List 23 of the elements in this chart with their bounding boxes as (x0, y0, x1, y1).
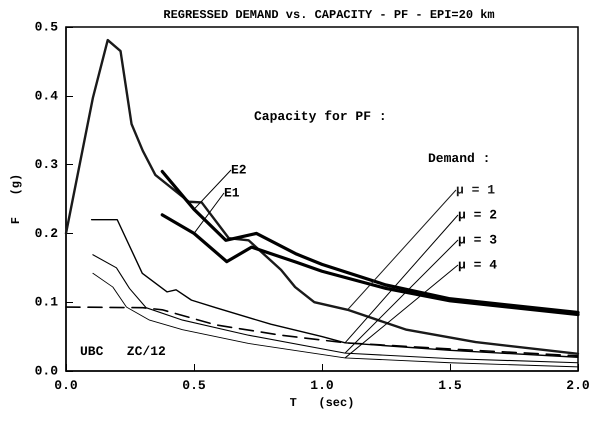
y-tick-label: 0.2 (34, 226, 58, 241)
y-tick-label: 0.0 (34, 364, 58, 378)
text: μ = 3 (458, 232, 498, 248)
text: E2 (231, 162, 247, 178)
text: μ = 4 (458, 258, 498, 272)
text: E1 (224, 186, 240, 200)
y-tick-label: 0.5 (34, 20, 58, 34)
text: μ = 1 (456, 182, 496, 198)
annotation: Capacity for PF : (254, 109, 387, 124)
chart-title: REGRESSED DEMAND vs. CAPACITY - PF - EPI=20 km (163, 8, 495, 22)
x-tick-label: 0.5 (182, 378, 206, 393)
y-tick-label: 0.4 (34, 88, 58, 104)
y-tick-label: 0.3 (34, 157, 58, 172)
y-tick-label: 0.1 (34, 294, 58, 310)
annotation: Demand : (428, 151, 490, 166)
annotation: UBC ZC/12 (80, 344, 166, 359)
x-tick-label: 0.0 (54, 378, 78, 393)
x-tick-label: 1.5 (438, 378, 462, 393)
x-tick-label: 1.0 (310, 378, 334, 393)
x-axis-title: T (sec) (290, 396, 354, 410)
x-tick-label: 2.0 (566, 378, 590, 393)
y-axis-title: F (g) (9, 174, 23, 224)
text: μ = 2 (458, 208, 498, 222)
